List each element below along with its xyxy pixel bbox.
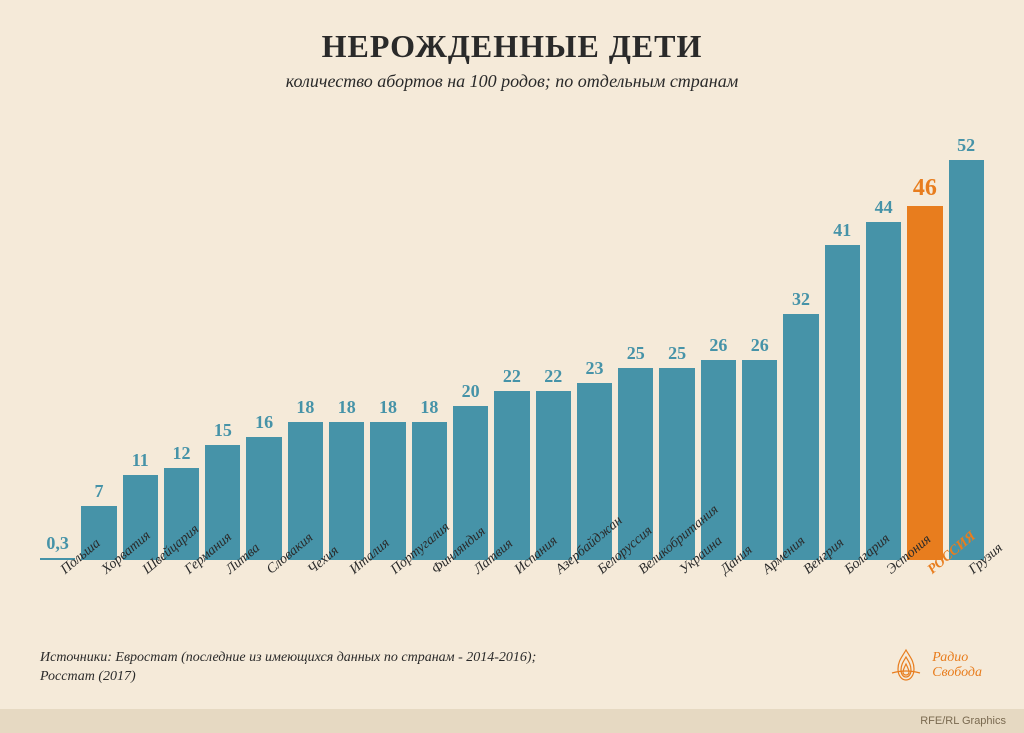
bar-value-label: 18 (379, 397, 397, 418)
bar-value-label: 16 (255, 412, 273, 433)
bar-wrap: 22 (536, 120, 571, 560)
bar-value-label: 25 (627, 343, 645, 364)
chart-title: НЕРОЖДЕННЫЕ ДЕТИ (0, 0, 1024, 65)
bar-value-label: 52 (957, 135, 975, 156)
bar (536, 391, 571, 560)
sources-text: Источники: Евростат (последние из имеющи… (40, 648, 536, 687)
bar (370, 422, 405, 560)
credit-text: RFE/RL Graphics (920, 715, 1006, 727)
bar-value-label: 18 (420, 397, 438, 418)
bar-value-label: 7 (94, 481, 103, 502)
bar-value-label: 18 (296, 397, 314, 418)
bar-wrap: 18 (370, 120, 405, 560)
bar (742, 360, 777, 560)
bar-wrap: 52 (949, 120, 984, 560)
bar-wrap: 41 (825, 120, 860, 560)
bar (949, 160, 984, 560)
bar-wrap: 25 (618, 120, 653, 560)
bar-value-label: 23 (586, 358, 604, 379)
bar-wrap: 7 (81, 120, 116, 560)
bar-value-label: 46 (913, 175, 937, 202)
bar-wrap: 26 (701, 120, 736, 560)
logo-text-line-2: Свобода (932, 665, 982, 680)
flame-icon (888, 647, 924, 683)
bar-value-label: 18 (338, 397, 356, 418)
bar-wrap: 46 (907, 120, 942, 560)
chart-subtitle: количество абортов на 100 родов; по отде… (0, 71, 1024, 92)
chart-x-labels: ПольшаХорватияШвейцарияГерманияЛитваСлов… (40, 560, 984, 660)
bar-value-label: 20 (462, 381, 480, 402)
bar-wrap: 0,3 (40, 120, 75, 560)
bar (494, 391, 529, 560)
logo-text-line-1: Радио (932, 650, 982, 665)
bar (866, 222, 901, 560)
radio-svoboda-logo: Радио Свобода (888, 647, 982, 683)
bar-value-label: 44 (875, 197, 893, 218)
bar-value-label: 11 (132, 450, 149, 471)
bar (783, 314, 818, 560)
bar-value-label: 15 (214, 420, 232, 441)
bar (825, 245, 860, 560)
sources-line-2: Росстат (2017) (40, 667, 536, 687)
bar-wrap: 11 (123, 120, 158, 560)
bar-value-label: 41 (833, 220, 851, 241)
bar-wrap: 23 (577, 120, 612, 560)
bar-value-label: 12 (173, 443, 191, 464)
bar-value-label: 26 (709, 335, 727, 356)
bar (329, 422, 364, 560)
sources-line-1: Источники: Евростат (последние из имеющи… (40, 648, 536, 668)
bar-wrap: 25 (659, 120, 694, 560)
bar-wrap: 18 (412, 120, 447, 560)
bar-wrap: 18 (288, 120, 323, 560)
bar-wrap: 32 (783, 120, 818, 560)
bar (701, 360, 736, 560)
bar-wrap: 16 (246, 120, 281, 560)
bar-wrap: 18 (329, 120, 364, 560)
bar-wrap: 44 (866, 120, 901, 560)
bar-value-label: 22 (544, 366, 562, 387)
bar-value-label: 25 (668, 343, 686, 364)
bar-wrap: 15 (205, 120, 240, 560)
bar-value-label: 0,3 (46, 533, 69, 554)
bar-value-label: 22 (503, 366, 521, 387)
bar-value-label: 26 (751, 335, 769, 356)
chart-plot-area: 0,3 7 11 12 15 16 18 18 18 18 20 22 22 23 25 25 26 26 32 41… (40, 120, 984, 560)
bar-wrap: 26 (742, 120, 777, 560)
bar-value-label: 32 (792, 289, 810, 310)
bar-wrap: 20 (453, 120, 488, 560)
bar-wrap: 12 (164, 120, 199, 560)
bar-wrap: 22 (494, 120, 529, 560)
bar (907, 206, 942, 560)
credit-bar: RFE/RL Graphics (0, 709, 1024, 733)
